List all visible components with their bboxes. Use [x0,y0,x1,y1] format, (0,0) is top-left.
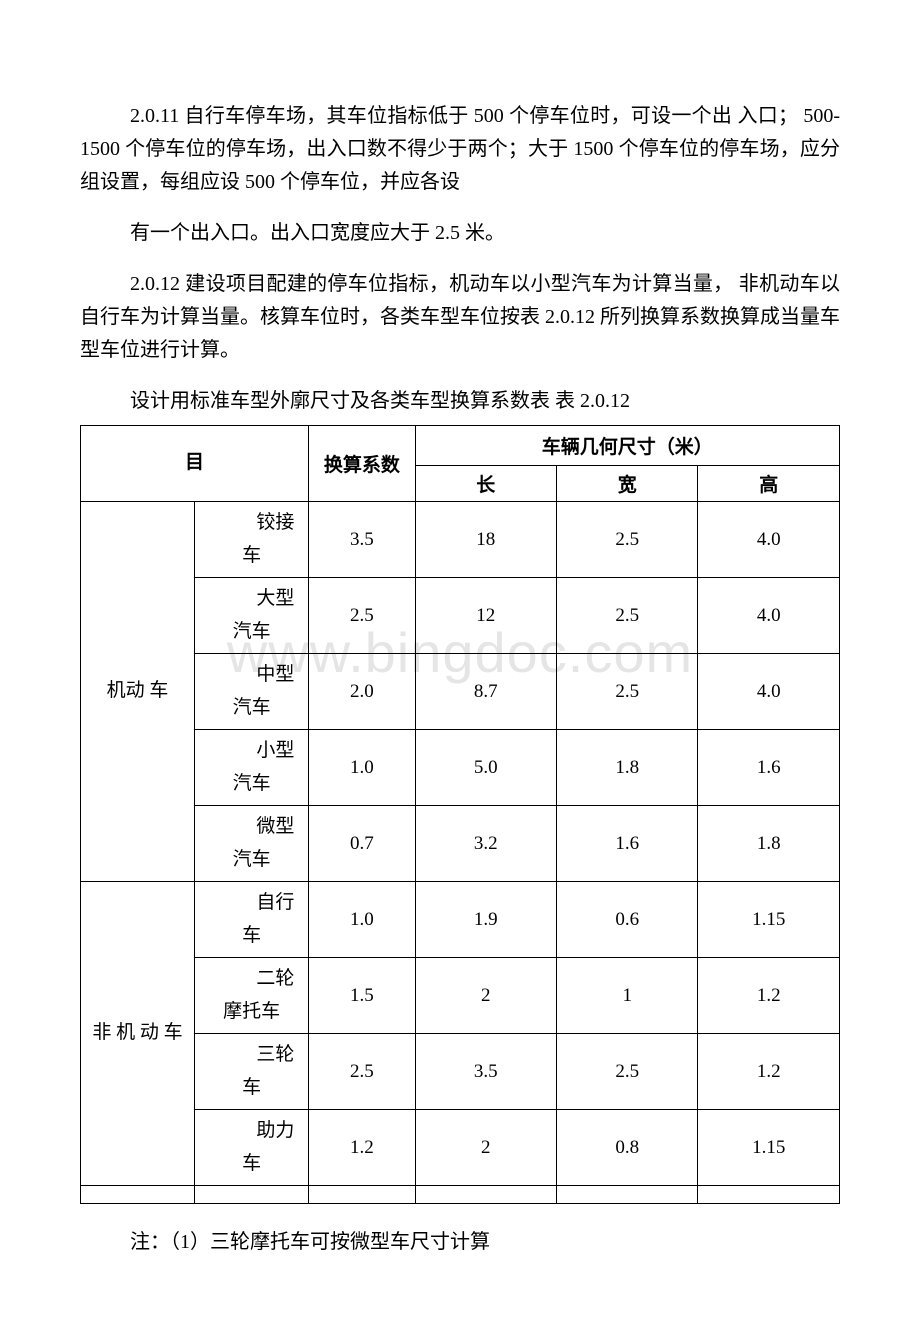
td-height: 1.6 [698,730,840,806]
type-text: 二轮 [195,963,308,995]
td-length: 18 [415,502,556,578]
td-type: 中型 汽车 [195,654,309,730]
td-type: 大型 汽车 [195,578,309,654]
td-type: 铰接 车 [195,502,309,578]
td-height: 1.2 [698,958,840,1034]
td-coef: 2.5 [309,578,415,654]
td-length: 1.9 [415,882,556,958]
td-height: 4.0 [698,578,840,654]
type-text: 小型 [195,735,308,767]
td-length: 2 [415,958,556,1034]
th-width: 宽 [557,466,698,502]
td-type: 助力 车 [195,1110,309,1186]
type-text: 车 [195,1148,308,1180]
td-empty [309,1186,415,1204]
type-text: 汽车 [195,692,308,724]
type-text: 汽车 [195,616,308,648]
td-width: 1 [557,958,698,1034]
td-coef: 0.7 [309,806,415,882]
th-length: 长 [415,466,556,502]
table-row: 三轮 车 2.5 3.5 2.5 1.2 [81,1034,840,1110]
td-empty [557,1186,698,1204]
paragraph-2-0-12: 2.0.12 建设项目配建的停车位指标，机动车以小型汽车为计算当量， 非机动车以… [80,268,840,367]
td-coef: 1.0 [309,730,415,806]
table-row: 大型 汽车 2.5 12 2.5 4.0 [81,578,840,654]
td-coef: 1.0 [309,882,415,958]
td-empty [81,1186,195,1204]
type-text: 车 [195,540,308,572]
td-width: 2.5 [557,654,698,730]
table-row: 二轮 摩托车 1.5 2 1 1.2 [81,958,840,1034]
cat-text: 动 车 [140,1022,183,1043]
type-text: 微型 [195,811,308,843]
th-height: 高 [698,466,840,502]
td-width: 0.6 [557,882,698,958]
cat-text: 非 机 [92,1022,135,1043]
type-text: 汽车 [195,844,308,876]
type-text: 助力 [195,1115,308,1147]
td-coef: 3.5 [309,502,415,578]
type-text: 铰接 [195,507,308,539]
th-dimensions: 车辆几何尺寸（米） [415,426,839,466]
vehicle-conversion-table: 目 换算系数 车辆几何尺寸（米） 长 宽 高 机动 车 铰接 车 3.5 18 … [80,425,840,1204]
cat-text: 车 [149,680,168,701]
th-category: 目 [81,426,309,502]
table-row-empty [81,1186,840,1204]
type-text: 大型 [195,583,308,615]
td-type: 微型 汽车 [195,806,309,882]
td-coef: 2.5 [309,1034,415,1110]
type-text: 汽车 [195,768,308,800]
table-row: 中型 汽车 2.0 8.7 2.5 4.0 [81,654,840,730]
td-height: 4.0 [698,502,840,578]
td-type: 二轮 摩托车 [195,958,309,1034]
td-coef: 1.5 [309,958,415,1034]
td-coef: 1.2 [309,1110,415,1186]
td-height: 1.2 [698,1034,840,1110]
table-row: 微型 汽车 0.7 3.2 1.6 1.8 [81,806,840,882]
table-header-row: 目 换算系数 车辆几何尺寸（米） [81,426,840,466]
table-row: 助力 车 1.2 2 0.8 1.15 [81,1110,840,1186]
td-empty [698,1186,840,1204]
td-width: 1.8 [557,730,698,806]
td-height: 4.0 [698,654,840,730]
td-length: 12 [415,578,556,654]
td-cat-motor: 机动 车 [81,502,195,882]
td-coef: 2.0 [309,654,415,730]
td-length: 3.5 [415,1034,556,1110]
table-caption: 设计用标准车型外廓尺寸及各类车型换算系数表 表 2.0.12 [80,385,840,417]
type-text: 车 [195,920,308,952]
td-empty [195,1186,309,1204]
td-length: 8.7 [415,654,556,730]
td-width: 0.8 [557,1110,698,1186]
td-length: 5.0 [415,730,556,806]
td-type: 小型 汽车 [195,730,309,806]
paragraph-2-0-11: 2.0.11 自行车停车场，其车位指标低于 500 个停车位时，可设一个出 入口… [80,100,840,199]
td-height: 1.15 [698,882,840,958]
table-row: 机动 车 铰接 车 3.5 18 2.5 4.0 [81,502,840,578]
td-type: 三轮 车 [195,1034,309,1110]
table-row: 小型 汽车 1.0 5.0 1.8 1.6 [81,730,840,806]
table-footnote: 注：（1）三轮摩托车可按微型车尺寸计算 [80,1226,840,1258]
td-width: 2.5 [557,1034,698,1110]
type-text: 三轮 [195,1039,308,1071]
type-text: 中型 [195,659,308,691]
td-height: 1.8 [698,806,840,882]
td-height: 1.15 [698,1110,840,1186]
type-text: 自行 [195,887,308,919]
th-coef: 换算系数 [309,426,415,502]
type-text: 摩托车 [195,996,308,1028]
type-text: 车 [195,1072,308,1104]
td-empty [415,1186,556,1204]
td-cat-nonmotor: 非 机 动 车 [81,882,195,1186]
td-width: 1.6 [557,806,698,882]
td-width: 2.5 [557,502,698,578]
cat-text: 机动 [107,680,145,701]
td-length: 3.2 [415,806,556,882]
td-type: 自行 车 [195,882,309,958]
document-content: 2.0.11 自行车停车场，其车位指标低于 500 个停车位时，可设一个出 入口… [80,100,840,1258]
td-width: 2.5 [557,578,698,654]
paragraph-exit-width: 有一个出入口。出入口宽度应大于 2.5 米。 [80,217,840,250]
td-length: 2 [415,1110,556,1186]
table-row: 非 机 动 车 自行 车 1.0 1.9 0.6 1.15 [81,882,840,958]
